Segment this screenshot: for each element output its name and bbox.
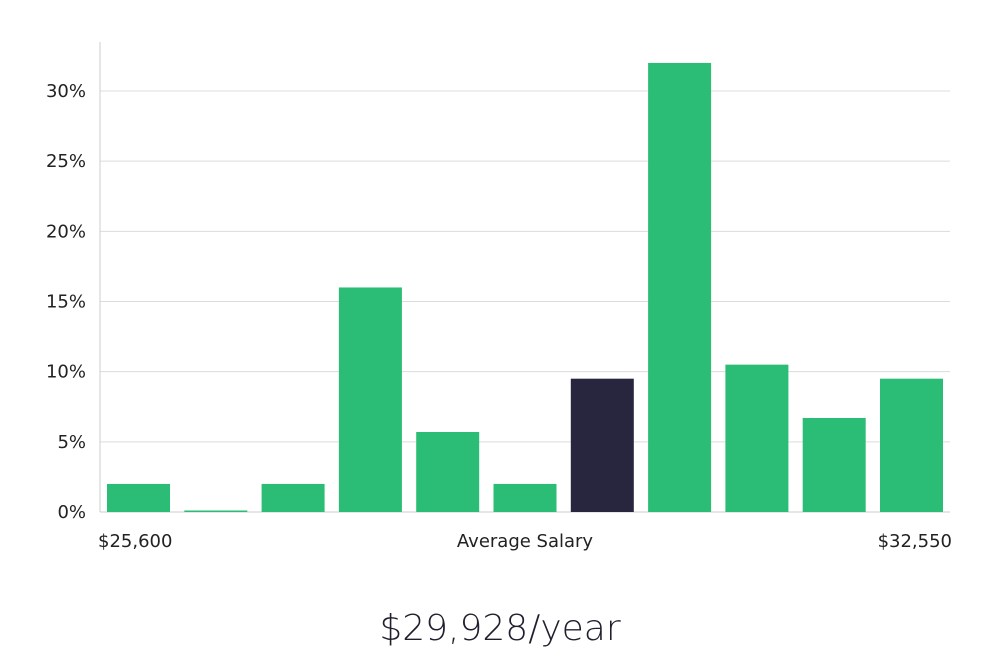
y-tick-label: 15% <box>46 292 86 313</box>
bars <box>107 62 943 512</box>
bar <box>802 417 866 512</box>
bar <box>880 378 943 512</box>
highlighted-bar <box>570 378 634 512</box>
bar <box>493 483 557 512</box>
x-axis-title: Average Salary <box>457 531 594 552</box>
bar <box>184 510 248 512</box>
bar <box>338 287 402 512</box>
bar <box>107 483 170 512</box>
x-max-label: $32,550 <box>878 531 952 552</box>
bar <box>261 483 325 512</box>
y-tick-label: 5% <box>57 432 86 453</box>
average-salary-value: $29,928/year <box>379 608 621 649</box>
bar <box>416 432 480 512</box>
grid-lines <box>100 90 950 443</box>
bar <box>725 364 789 512</box>
y-tick-label: 25% <box>46 151 86 172</box>
bar <box>648 62 712 512</box>
x-min-label: $25,600 <box>98 531 172 552</box>
y-tick-label: 30% <box>46 81 86 102</box>
y-tick-label: 0% <box>57 502 86 523</box>
y-tick-labels: 0% 5% 10% 15% 20% 25% 30% <box>46 81 86 523</box>
y-tick-label: 20% <box>46 221 86 242</box>
salary-histogram-chart: 0% 5% 10% 15% 20% 25% 30% $25,600 Average Sala… <box>46 42 952 552</box>
y-tick-label: 10% <box>46 362 86 383</box>
